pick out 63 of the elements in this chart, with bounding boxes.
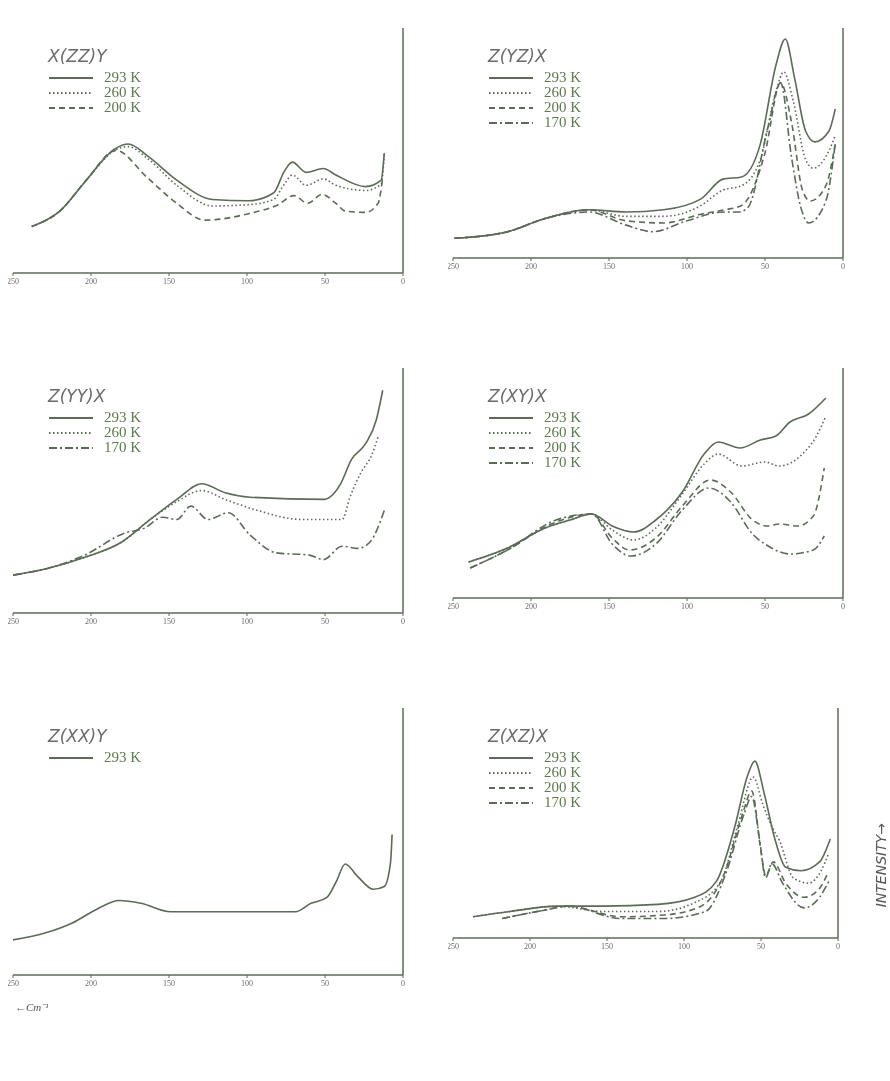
x-tick-label: 0 — [841, 601, 845, 611]
x-tick-label: 200 — [525, 601, 537, 611]
x-tick-label: 250 — [447, 601, 459, 611]
legend-label: 293 K — [544, 409, 582, 425]
x-tick-label: 100 — [241, 616, 253, 626]
x-tick-label: 50 — [321, 616, 329, 626]
legend-label: 200 K — [104, 99, 142, 115]
legend-label: 260 K — [104, 84, 142, 100]
x-tick-label: 50 — [321, 978, 329, 988]
legend-label: 260 K — [544, 424, 582, 440]
x-tick-label: 250 — [447, 941, 459, 951]
x-tick-label: 200 — [85, 616, 97, 626]
legend-label: 200 K — [544, 439, 582, 455]
x-tick-label: 200 — [524, 941, 536, 951]
legend-label: 170 K — [544, 454, 582, 470]
legend-label: 260 K — [544, 764, 582, 780]
x-tick-label: 150 — [603, 601, 615, 611]
legend-label: 200 K — [544, 779, 582, 795]
legend-label: 170 K — [104, 439, 142, 455]
legend-label: 260 K — [544, 84, 582, 100]
x-tick-label: 150 — [163, 978, 175, 988]
x-tick-label: 50 — [757, 941, 765, 951]
x-tick-label: 0 — [836, 941, 840, 951]
chart-title: X(ZZ)Y — [48, 46, 107, 66]
chart-title: Z(YZ)X — [488, 46, 547, 66]
x-tick-label: 150 — [601, 941, 613, 951]
x-tick-label: 100 — [241, 276, 253, 286]
x-tick-label: 50 — [761, 261, 769, 271]
legend-label: 293 K — [104, 69, 142, 85]
legend-label: 293 K — [544, 749, 582, 765]
legend-label: 170 K — [544, 794, 582, 810]
x-tick-label: 200 — [85, 276, 97, 286]
x-tick-label: 0 — [401, 978, 405, 988]
y-axis-title: INTENSITY→ — [872, 822, 889, 908]
x-tick-label: 100 — [241, 978, 253, 988]
legend-label: 170 K — [544, 114, 582, 130]
chart-title: Z(XX)Y — [48, 726, 107, 746]
legend-label: 200 K — [544, 99, 582, 115]
x-axis-title: ←Cm⁻¹ — [15, 1001, 49, 1013]
x-tick-label: 150 — [163, 616, 175, 626]
legend-label: 293 K — [544, 69, 582, 85]
x-tick-label: 250 — [7, 276, 19, 286]
x-tick-label: 100 — [681, 601, 693, 611]
chart-title: Z(XY)X — [488, 386, 547, 406]
x-tick-label: 150 — [163, 276, 175, 286]
x-tick-label: 200 — [85, 978, 97, 988]
chart-title: Z(XZ)X — [488, 726, 548, 746]
x-tick-label: 100 — [681, 261, 693, 271]
x-tick-label: 0 — [401, 616, 405, 626]
x-tick-label: 200 — [525, 261, 537, 271]
x-tick-label: 100 — [678, 941, 690, 951]
x-tick-label: 250 — [7, 616, 19, 626]
legend-label: 293 K — [104, 409, 142, 425]
legend-label: 293 K — [104, 749, 142, 765]
x-tick-label: 250 — [447, 261, 459, 271]
x-tick-label: 50 — [761, 601, 769, 611]
x-tick-label: 150 — [603, 261, 615, 271]
legend-label: 260 K — [104, 424, 142, 440]
x-tick-label: 0 — [401, 276, 405, 286]
x-tick-label: 0 — [841, 261, 845, 271]
x-tick-label: 250 — [7, 978, 19, 988]
x-tick-label: 50 — [321, 276, 329, 286]
chart-title: Z(YY)X — [48, 386, 106, 406]
